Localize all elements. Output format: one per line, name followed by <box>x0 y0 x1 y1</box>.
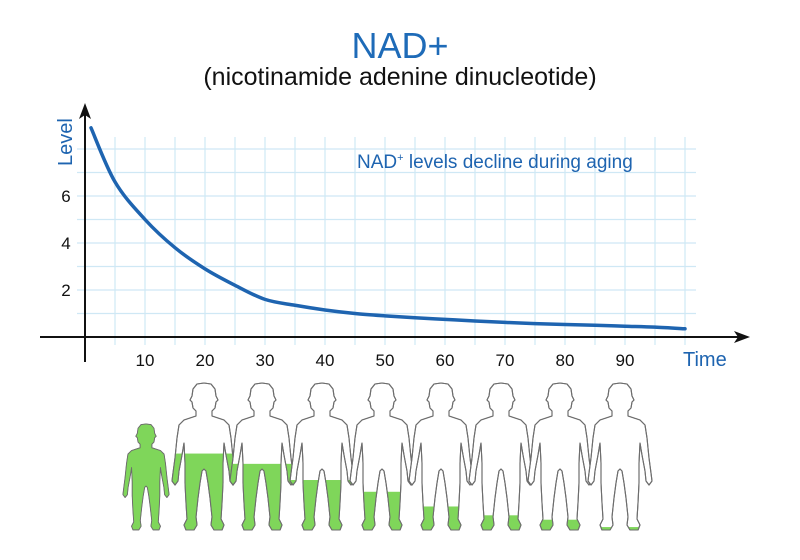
x-axis-label: Time <box>683 349 727 371</box>
nad-level-fill <box>528 519 592 530</box>
x-tick-label: 50 <box>376 351 395 370</box>
y-axis-label: Level <box>55 118 77 166</box>
nad-level-fill <box>290 480 354 530</box>
adult-figure <box>289 382 355 531</box>
x-tick-label: 30 <box>256 351 275 370</box>
y-axis-arrow-icon <box>79 103 91 119</box>
x-tick-label: 80 <box>556 351 575 370</box>
nad-level-fill <box>469 515 533 530</box>
adult-figure <box>349 382 415 531</box>
chart-subtitle: (nicotinamide adenine dinucleotide) <box>203 63 597 91</box>
axes <box>40 103 750 362</box>
y-tick-label: 2 <box>61 281 70 300</box>
adult-figure <box>171 382 237 531</box>
adult-figure <box>229 382 295 531</box>
x-axis-arrow-icon <box>734 331 750 343</box>
x-tick-label: 10 <box>136 351 155 370</box>
chart-title: NAD+ <box>351 25 449 66</box>
adult-figure <box>587 382 653 531</box>
chart-annotation: NAD+ levels decline during aging <box>357 152 633 173</box>
x-tick-label: 60 <box>436 351 455 370</box>
aging-figures <box>122 382 653 531</box>
x-tick-label: 90 <box>616 351 635 370</box>
y-tick-label: 6 <box>61 187 70 206</box>
tick-labels: 10 20 30 40 50 60 70 80 90 2 4 6 <box>61 187 634 370</box>
x-tick-label: 70 <box>496 351 515 370</box>
nad-level-fill <box>350 491 414 530</box>
nad-decline-curve <box>89 126 687 331</box>
nad-level-fill <box>588 527 652 530</box>
nad-level-fill <box>409 506 473 530</box>
nad-level-fill <box>230 463 294 530</box>
adult-figure <box>408 382 474 531</box>
adult-figure <box>468 382 534 531</box>
x-tick-label: 40 <box>316 351 335 370</box>
y-tick-label: 4 <box>61 234 70 253</box>
x-tick-label: 20 <box>196 351 215 370</box>
adult-figure <box>527 382 593 531</box>
